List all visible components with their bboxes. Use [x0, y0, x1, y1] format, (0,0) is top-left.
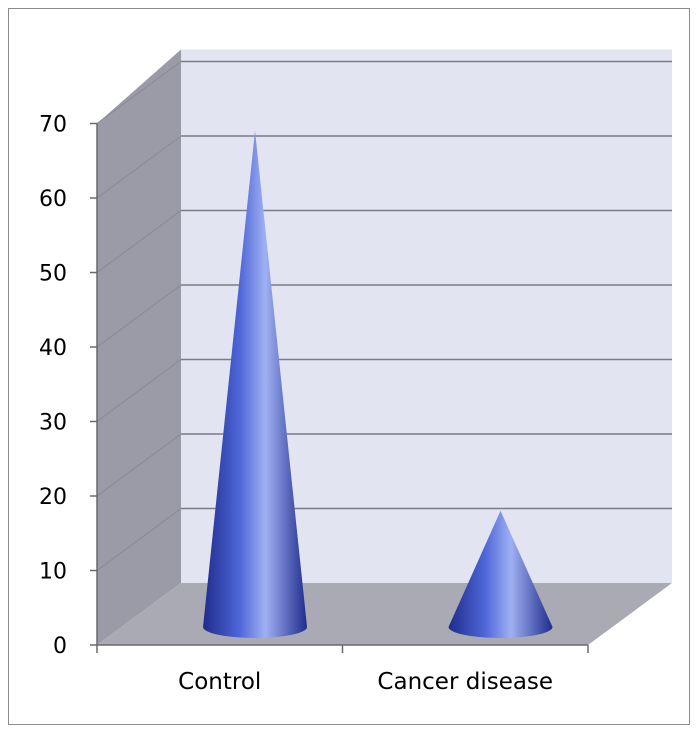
y-tick-label-0: 0 — [53, 634, 67, 659]
gridline-side-50 — [96, 210, 182, 273]
y-tick-label-10: 10 — [39, 560, 67, 585]
y-tick-label-20: 20 — [39, 485, 67, 510]
gridline-side-30 — [96, 359, 182, 422]
x-category-label-0: Control — [178, 669, 261, 695]
y-tick-label-70: 70 — [39, 113, 67, 138]
y-tick-label-60: 60 — [39, 187, 67, 212]
gridline-side-70 — [96, 61, 182, 124]
y-tick-label-40: 40 — [39, 336, 67, 361]
gridline-side-20 — [96, 433, 182, 497]
gridline-side-40 — [96, 284, 182, 348]
side-wall — [97, 49, 181, 645]
y-tick-label-30: 30 — [39, 411, 67, 436]
y-tick-label-50: 50 — [39, 262, 67, 287]
back-wall-top — [181, 49, 672, 62]
cone-1 — [448, 510, 553, 638]
cone-0 — [203, 130, 308, 638]
gridline-side-60 — [96, 135, 182, 199]
floor — [97, 583, 672, 645]
back-wall — [181, 61, 672, 583]
x-category-label-1: Cancer disease — [377, 669, 553, 695]
cone-body-1 — [448, 510, 553, 638]
gridline-side-10 — [96, 508, 182, 571]
cone-body-0 — [203, 130, 308, 638]
